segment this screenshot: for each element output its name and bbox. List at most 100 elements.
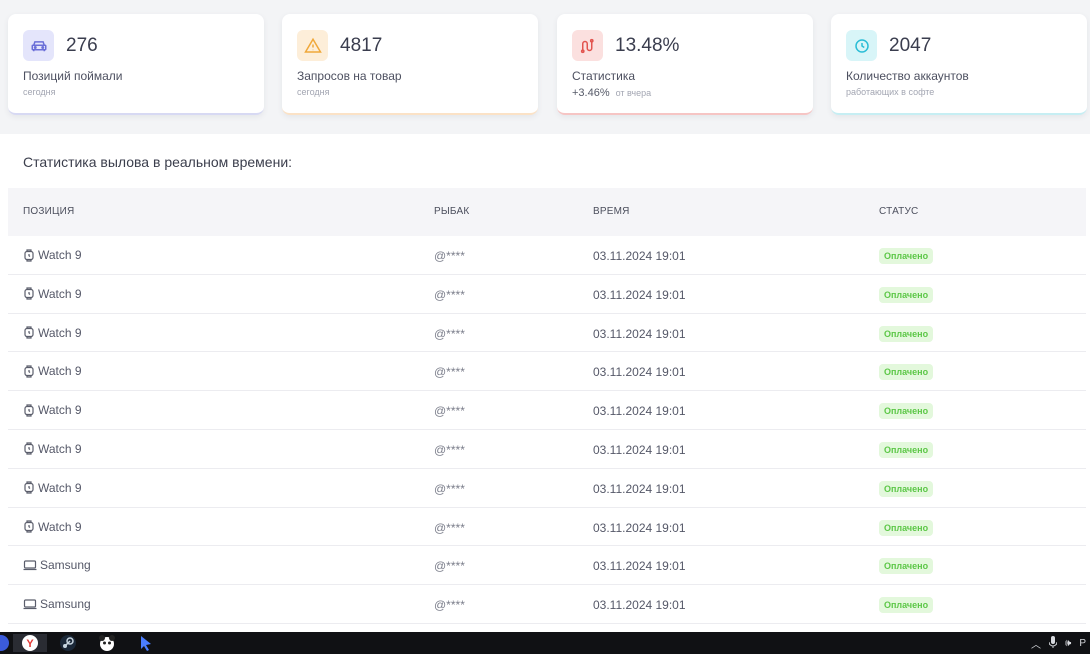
stat-subtitle: работающих в софте [846,87,935,97]
status-badge: Оплачено [879,248,934,264]
time-cell: 03.11.2024 19:01 [593,365,686,380]
table-row[interactable]: Watch 9 @**** 03.11.2024 19:01 Оплачено [8,469,1086,508]
watch-icon [23,287,35,300]
position-cell: Watch 9 [23,442,82,456]
watch-icon [23,520,35,533]
stat-label: Позиций поймали [23,69,123,83]
stat-value: 276 [66,35,98,56]
stats-cards: 276 Позиций поймали сегодня 4817 Запросо… [8,14,1090,116]
fisher-cell: @**** [434,598,465,613]
realtime-catch-panel: Статистика вылова в реальном времени: ПО… [0,134,1090,632]
stat-delta-caption: от вчера [615,88,652,98]
time-cell: 03.11.2024 19:01 [593,287,686,302]
stat-value: 4817 [340,35,383,56]
status-badge: Оплачено [879,519,934,536]
position-name: Watch 9 [38,364,82,379]
stat-value: 2047 [889,35,932,56]
time-cell: 03.11.2024 19:01 [593,481,686,496]
time-cell: 03.11.2024 19:01 [593,442,686,457]
position-cell: Watch 9 [23,403,82,417]
table-body: Watch 9 @**** 03.11.2024 19:01 Оплачено Watc… [8,236,1086,624]
time-cell: 03.11.2024 19:01 [593,404,686,419]
table-row[interactable]: Watch 9 @**** 03.11.2024 19:01 Оплачено [8,352,1086,392]
steam-icon[interactable] [59,634,77,652]
stat-subtitle: +3.46% от вчера [572,87,651,99]
language-indicator[interactable]: Р [1079,638,1086,649]
table-row[interactable]: Watch 9 @**** 03.11.2024 19:01 Оплачено [8,508,1086,547]
watch-icon [23,481,35,494]
status-badge: Оплачено [879,403,934,420]
fisher-cell: @**** [434,442,465,457]
chevron-up-icon[interactable]: ︿ [1031,640,1042,651]
position-name: Watch 9 [38,286,82,301]
watch-icon [23,326,35,339]
yandex-browser-icon[interactable]: Y [13,634,47,652]
position-cell: Watch 9 [23,287,82,301]
cursor-app-icon[interactable] [137,634,155,652]
chart-route-icon [572,30,603,61]
stat-subtitle: сегодня [23,87,56,97]
fisher-cell: @**** [434,559,465,574]
column-header-position[interactable]: ПОЗИЦИЯ [23,206,75,217]
position-name: Watch 9 [38,480,82,495]
stat-label: Количество аккаунтов [846,69,969,83]
column-header-status[interactable]: СТАТУС [879,206,919,217]
laptop-icon [23,559,37,571]
time-cell: 03.11.2024 19:01 [593,249,686,263]
panda-icon[interactable] [98,634,116,652]
status-badge: Оплачено [879,597,934,614]
position-cell: Watch 9 [23,364,82,378]
table-row[interactable]: Watch 9 @**** 03.11.2024 19:01 Оплачено [8,391,1086,430]
fisher-cell: @**** [434,287,465,302]
table-row[interactable]: Watch 9 @**** 03.11.2024 19:01 Оплачено [8,236,1086,275]
stat-value: 13.48% [615,35,680,56]
table-row[interactable]: Samsung @**** 03.11.2024 19:01 Оплачено [8,585,1086,624]
fisher-cell: @**** [434,481,465,496]
stat-label: Запросов на товар [297,69,402,83]
position-name: Samsung [40,558,91,573]
table-row[interactable]: Watch 9 @**** 03.11.2024 19:01 Оплачено [8,430,1086,469]
warning-icon [297,30,328,61]
stat-card-requests: 4817 Запросов на товар сегодня [282,14,538,115]
time-cell: 03.11.2024 19:01 [593,559,686,574]
time-cell: 03.11.2024 19:01 [593,520,686,535]
table-row[interactable]: Watch 9 @**** 03.11.2024 19:01 Оплачено [8,314,1086,353]
table-row[interactable]: Samsung @**** 03.11.2024 19:01 Оплачено [8,546,1086,586]
status-badge: Оплачено [879,325,934,342]
column-header-time[interactable]: ВРЕМЯ [593,206,630,217]
fisher-cell: @**** [434,249,465,263]
status-badge: Оплачено [879,286,934,303]
status-badge: Оплачено [879,480,934,497]
fisher-cell: @**** [434,365,465,380]
svg-text:Y: Y [26,638,34,650]
position-cell: Watch 9 [23,326,82,340]
panel-title: Статистика вылова в реальном времени: [23,154,293,170]
status-badge: Оплачено [879,441,934,458]
position-name: Samsung [40,597,91,612]
time-cell: 03.11.2024 19:01 [593,598,686,613]
table-row[interactable]: Watch 9 @**** 03.11.2024 19:01 Оплачено [8,275,1086,314]
watch-icon [23,404,35,417]
microphone-icon[interactable] [1048,636,1058,651]
position-cell: Watch 9 [23,481,82,495]
watch-icon [23,442,35,456]
watch-icon [23,365,35,378]
fisher-cell: @**** [434,326,465,341]
position-name: Watch 9 [38,519,82,534]
time-cell: 03.11.2024 19:01 [593,326,686,341]
position-name: Watch 9 [38,403,82,418]
watch-icon [23,248,35,262]
column-header-fisher[interactable]: РЫБАК [434,206,470,217]
stat-subtitle: сегодня [297,87,330,97]
status-badge: Оплачено [879,364,934,381]
clock-icon [846,30,877,61]
speaker-icon[interactable]: 🕪 [1065,638,1072,649]
table-header: ПОЗИЦИЯ РЫБАК ВРЕМЯ СТАТУС [8,188,1086,236]
laptop-icon [23,598,37,610]
fisher-cell: @**** [434,404,465,419]
stat-card-positions: 276 Позиций поймали сегодня [8,14,264,115]
system-tray: ︿ 🕪 Р [1031,636,1086,651]
position-cell: Samsung [23,558,91,572]
start-icon[interactable] [0,634,10,652]
